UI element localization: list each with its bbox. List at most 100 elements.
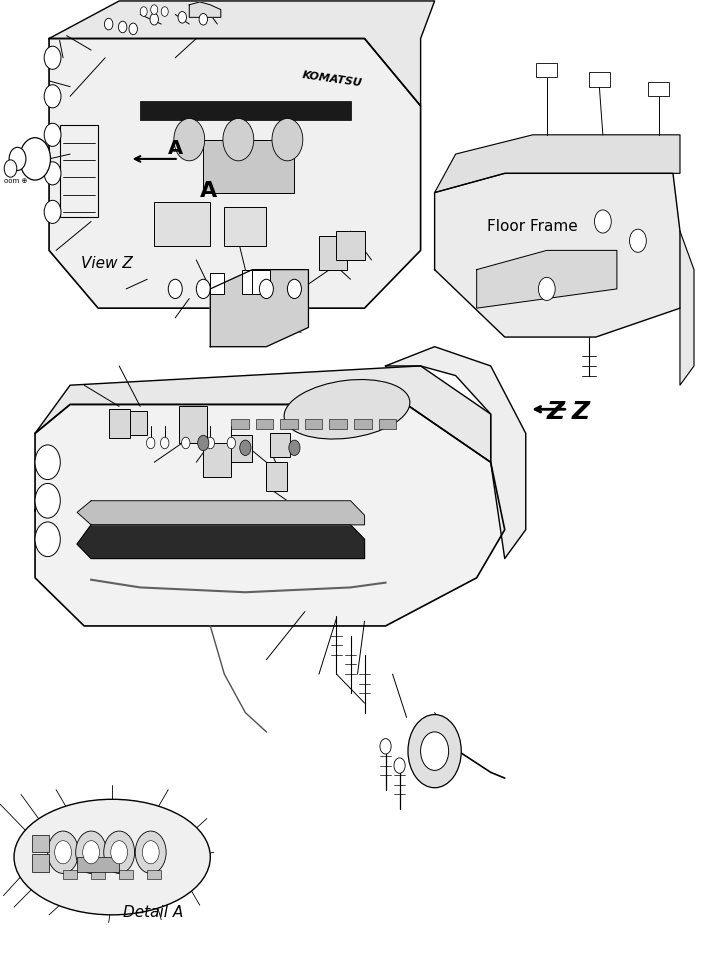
Bar [379, 419, 396, 429]
Text: A: A [200, 181, 217, 201]
Bar [203, 443, 231, 477]
Circle shape [199, 13, 207, 25]
Bar [648, 82, 669, 96]
Circle shape [129, 23, 137, 35]
Circle shape [44, 162, 61, 185]
Bar [32, 854, 49, 872]
Circle shape [150, 13, 158, 25]
Circle shape [142, 841, 159, 864]
Bar [32, 835, 49, 852]
Circle shape [380, 739, 391, 754]
Circle shape [161, 437, 169, 449]
Text: Z: Z [571, 400, 590, 424]
Circle shape [538, 277, 555, 300]
Bar [210, 273, 224, 294]
Bar [203, 140, 294, 193]
Circle shape [118, 21, 127, 33]
Circle shape [9, 147, 26, 170]
Text: Floor Frame: Floor Frame [487, 220, 578, 234]
Bar [305, 419, 322, 429]
Circle shape [35, 483, 60, 518]
Polygon shape [386, 347, 526, 559]
Polygon shape [435, 135, 680, 193]
Circle shape [196, 279, 210, 299]
Bar [147, 870, 161, 879]
Circle shape [83, 841, 100, 864]
Circle shape [104, 18, 113, 30]
Bar [231, 419, 249, 429]
Circle shape [198, 435, 209, 451]
Bar [266, 462, 287, 491]
Circle shape [161, 7, 168, 16]
Bar [319, 236, 347, 270]
Bar [60, 125, 98, 217]
Text: oom ⊕: oom ⊕ [4, 178, 27, 184]
Polygon shape [140, 101, 350, 120]
Bar [63, 870, 77, 879]
Bar [536, 63, 557, 77]
Bar [224, 207, 266, 246]
Circle shape [111, 841, 128, 864]
Polygon shape [189, 2, 221, 17]
Circle shape [272, 118, 303, 161]
Bar [77, 857, 119, 872]
Circle shape [182, 437, 190, 449]
Circle shape [223, 118, 254, 161]
Bar [109, 409, 130, 438]
Circle shape [594, 210, 611, 233]
Bar [154, 202, 210, 246]
Bar [231, 435, 252, 462]
Bar [130, 411, 147, 435]
Circle shape [20, 138, 50, 180]
Circle shape [44, 46, 61, 69]
Bar [179, 406, 207, 443]
Circle shape [147, 437, 155, 449]
Text: A: A [168, 139, 184, 158]
Circle shape [104, 831, 135, 873]
Polygon shape [35, 366, 491, 462]
Text: Detail A: Detail A [123, 905, 183, 920]
Circle shape [168, 279, 182, 299]
Circle shape [44, 123, 61, 146]
Polygon shape [77, 501, 365, 525]
Bar [329, 419, 347, 429]
Circle shape [174, 118, 205, 161]
Circle shape [4, 160, 17, 177]
Bar [336, 231, 365, 260]
Circle shape [259, 279, 273, 299]
Circle shape [35, 445, 60, 480]
Text: View Z: View Z [81, 256, 132, 271]
Circle shape [135, 831, 166, 873]
Circle shape [178, 12, 186, 23]
Bar [270, 433, 290, 457]
Polygon shape [680, 231, 694, 385]
Polygon shape [477, 250, 617, 308]
Circle shape [394, 758, 405, 773]
Circle shape [408, 715, 461, 788]
Circle shape [140, 7, 147, 16]
Polygon shape [35, 404, 505, 626]
Text: Z: Z [547, 400, 565, 424]
Circle shape [44, 200, 61, 223]
Bar [256, 419, 273, 429]
Bar [280, 419, 298, 429]
Polygon shape [210, 270, 308, 347]
Bar [242, 270, 259, 294]
Ellipse shape [284, 379, 410, 439]
Circle shape [151, 5, 158, 14]
Polygon shape [49, 1, 435, 106]
Ellipse shape [14, 799, 210, 915]
Bar [91, 870, 105, 879]
Circle shape [289, 440, 300, 455]
Circle shape [55, 841, 72, 864]
Circle shape [240, 440, 251, 455]
Bar [354, 419, 372, 429]
Text: KOMATSU: KOMATSU [301, 70, 363, 89]
Circle shape [35, 522, 60, 557]
Circle shape [287, 279, 301, 299]
Circle shape [629, 229, 646, 252]
Bar [119, 870, 133, 879]
Bar [252, 270, 270, 294]
Circle shape [421, 732, 449, 770]
Circle shape [44, 85, 61, 108]
